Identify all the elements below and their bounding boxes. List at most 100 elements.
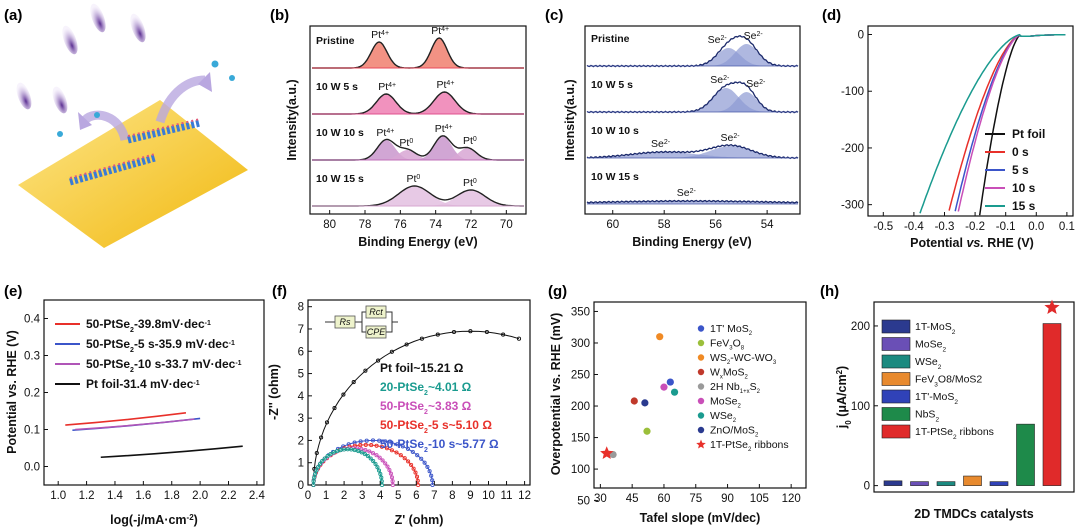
- panel-f-y-ticklabel: 2: [298, 435, 304, 447]
- panel-h-legend-swatch: [881, 319, 911, 334]
- panel-d-y-ticklabel: 0: [858, 30, 864, 42]
- panel-f-series: [311, 329, 522, 488]
- panel-c-x-ticklabel: 54: [761, 219, 774, 231]
- panel-f-y-ticklabel: 1: [298, 458, 304, 470]
- panel-h-legend: 1T-MoS2 MoSe2 WSe2 FeV3O8/MoS2 1T'-MoS2 NbS2 1…: [881, 319, 994, 441]
- panel-f-x-ticklabel: 10: [482, 490, 495, 502]
- panel-g-point: [630, 397, 638, 405]
- panel-g-point: [666, 378, 674, 386]
- panel-c-peak-label: Se2-: [744, 30, 764, 42]
- panel-c-envelope: [586, 143, 799, 160]
- panel-e-x-ticklabel: 1.8: [164, 490, 180, 502]
- panel-b-envelope: [312, 91, 524, 115]
- panel-g-ylabel: Overpotential vs. RHE (mV): [549, 313, 563, 476]
- panel-f-x-ticklabel: 3: [359, 490, 365, 502]
- panel-g-y-ticklabel: 150: [571, 433, 590, 445]
- panel-b-xlabel: Binding Energy (eV): [358, 235, 477, 249]
- panel-a-label: (a): [4, 7, 22, 24]
- panel-g-legend-marker: [697, 325, 705, 332]
- panel-b-peak-label: Pt4+: [371, 29, 389, 41]
- panel-c-peak-fill: [587, 44, 798, 66]
- panel-d-x-ticklabel: -0.2: [965, 221, 985, 233]
- panel-f-x-ticklabel: 9: [467, 490, 473, 502]
- panel-b-peak-label: Pt4+: [437, 79, 455, 91]
- panel-e: (e) 1.0 1.2 1.4 1.6 1.8 2.0 2.2 2.4 0.0 0.1 0.2 0.3…: [4, 283, 265, 527]
- panel-e-ticks: 1.0 1.2 1.4 1.6 1.8 2.0 2.2 2.4 0.0 0.1 0.2 0.3 0.4: [24, 314, 265, 503]
- panel-f-series: [311, 447, 385, 488]
- panel-f-x-ticklabel: 6: [413, 490, 419, 502]
- panel-f-legend-label: 50-PtSe2-10 s~5.77 Ω: [380, 437, 499, 454]
- panel-b-ylabel: Intensity(a.u.): [285, 79, 299, 160]
- panel-d-curve: [919, 33, 1066, 214]
- panel-e-legend-label: Pt foil-31.4 mV·dec-1: [86, 377, 200, 391]
- panel-h-legend-label: 1T-PtSe2 ribbons: [915, 426, 994, 441]
- panel-h-ylabel: j0 (μA/cm2): [835, 366, 853, 429]
- panel-d-legend-label: 5 s: [1012, 163, 1029, 177]
- panel-a: (a): [4, 3, 248, 248]
- panel-g-point: [670, 388, 679, 396]
- panel-c-row: 10 W 15 s Se2-: [586, 171, 799, 205]
- panel-g-y-ticklabel: 100: [571, 464, 590, 476]
- panel-e-x-ticklabel: 2.2: [221, 490, 237, 502]
- panel-h-legend-swatch: [881, 407, 911, 421]
- panel-b-row: 10 W 10 s Pt4+ Pt0 Pt4+ Pt0: [312, 123, 524, 161]
- panel-c-row: 10 W 10 s Se2- Se2-: [586, 125, 799, 160]
- panel-f-legend-label: 50-PtSe2-5 s~5.10 Ω: [380, 418, 492, 435]
- panel-b-peak-fill: [312, 186, 524, 206]
- panel-h-legend-label: 1T'-MoS2: [915, 391, 958, 406]
- panel-h-bar: [936, 481, 956, 486]
- panel-e-line: [65, 412, 187, 426]
- panel-g-points: [600, 333, 679, 459]
- panel-h-label: (h): [820, 283, 839, 300]
- panel-d-y-ticklabel: -300: [841, 200, 864, 212]
- panel-f-legend-label: 20-PtSe2~4.01 Ω: [380, 380, 472, 397]
- panel-c-x-ticklabel: 56: [709, 219, 722, 231]
- panel-g-y-ticklabel: 350: [571, 306, 590, 318]
- panel-c-x-ticklabel: 58: [658, 219, 671, 231]
- panel-c-peak-label: Se2-: [651, 138, 671, 150]
- panel-g-legend-marker: [697, 354, 705, 361]
- panel-b-peak-fill: [312, 92, 524, 114]
- panel-d-curves: [919, 33, 1066, 216]
- panel-h-legend-label: 1T-MoS2: [915, 321, 956, 336]
- panel-f-legend-label: 50-PtSe2~3.83 Ω: [380, 399, 472, 416]
- panel-g-x-ticklabel: 45: [626, 493, 639, 505]
- panel-g-legend-marker: [697, 397, 705, 405]
- panel-b-row-name: 10 W 5 s: [316, 81, 358, 93]
- panel-f-x-ticklabel: 2: [341, 490, 347, 502]
- panel-h-legend-swatch: [881, 354, 911, 369]
- panel-d-legend-label: Pt foil: [1012, 127, 1045, 141]
- panel-e-ylabel: Potential vs. RHE (V): [5, 330, 19, 454]
- panel-g-legend-label: WxMoS2: [710, 367, 749, 381]
- ptse2-ribbon-top: [127, 118, 201, 144]
- panel-e-x-ticklabel: 1.0: [50, 490, 66, 502]
- panel-d-legend-label: 0 s: [1012, 145, 1029, 159]
- panel-h-legend-label: WSe2: [915, 356, 942, 371]
- panel-d-legend: Pt foil 0 s 5 s 10 s 15 s: [985, 127, 1045, 213]
- panel-g-legend-label: MoSe2: [710, 396, 741, 410]
- panel-g-legend-marker: [697, 412, 705, 419]
- panel-g-legend-star: [696, 439, 706, 449]
- panel-e-lines: [65, 412, 243, 459]
- panel-g-y-ticklabel: 250: [571, 370, 590, 382]
- panel-g-legend-label: WSe2: [710, 410, 737, 424]
- panel-d-xlabel-a: Potential: [910, 236, 966, 250]
- panel-e-y-ticklabel: 0.1: [24, 425, 40, 437]
- panel-c-row-name: 10 W 15 s: [591, 171, 639, 183]
- panel-c-row-name: 10 W 10 s: [591, 125, 639, 137]
- panel-b-row: 10 W 5 s Pt4+ Pt4+: [312, 79, 524, 115]
- panel-c-peak-label: Se2-: [721, 132, 741, 144]
- panel-c-x-ticklabel: 60: [606, 219, 619, 231]
- panel-c: (c) Pristine Se2- Se2-10 W 5 s Se2- Se2-10 W…: [545, 7, 801, 249]
- panel-b-peak-label: Pt0: [399, 137, 413, 149]
- panel-f-x-ticklabel: 5: [395, 490, 401, 502]
- panel-b-peak-label: Pt0: [463, 177, 477, 189]
- panel-h-y-ticklabel: 200: [851, 321, 870, 333]
- panel-e-y-ticklabel: 0.3: [24, 351, 40, 363]
- panel-h-legend-swatch: [881, 372, 911, 386]
- panel-g-point: [643, 427, 651, 435]
- panel-g-x-ticklabel: 75: [689, 493, 702, 505]
- panel-d-legend-label: 10 s: [1012, 181, 1036, 195]
- panel-c-peak-label: Se2-: [677, 187, 697, 199]
